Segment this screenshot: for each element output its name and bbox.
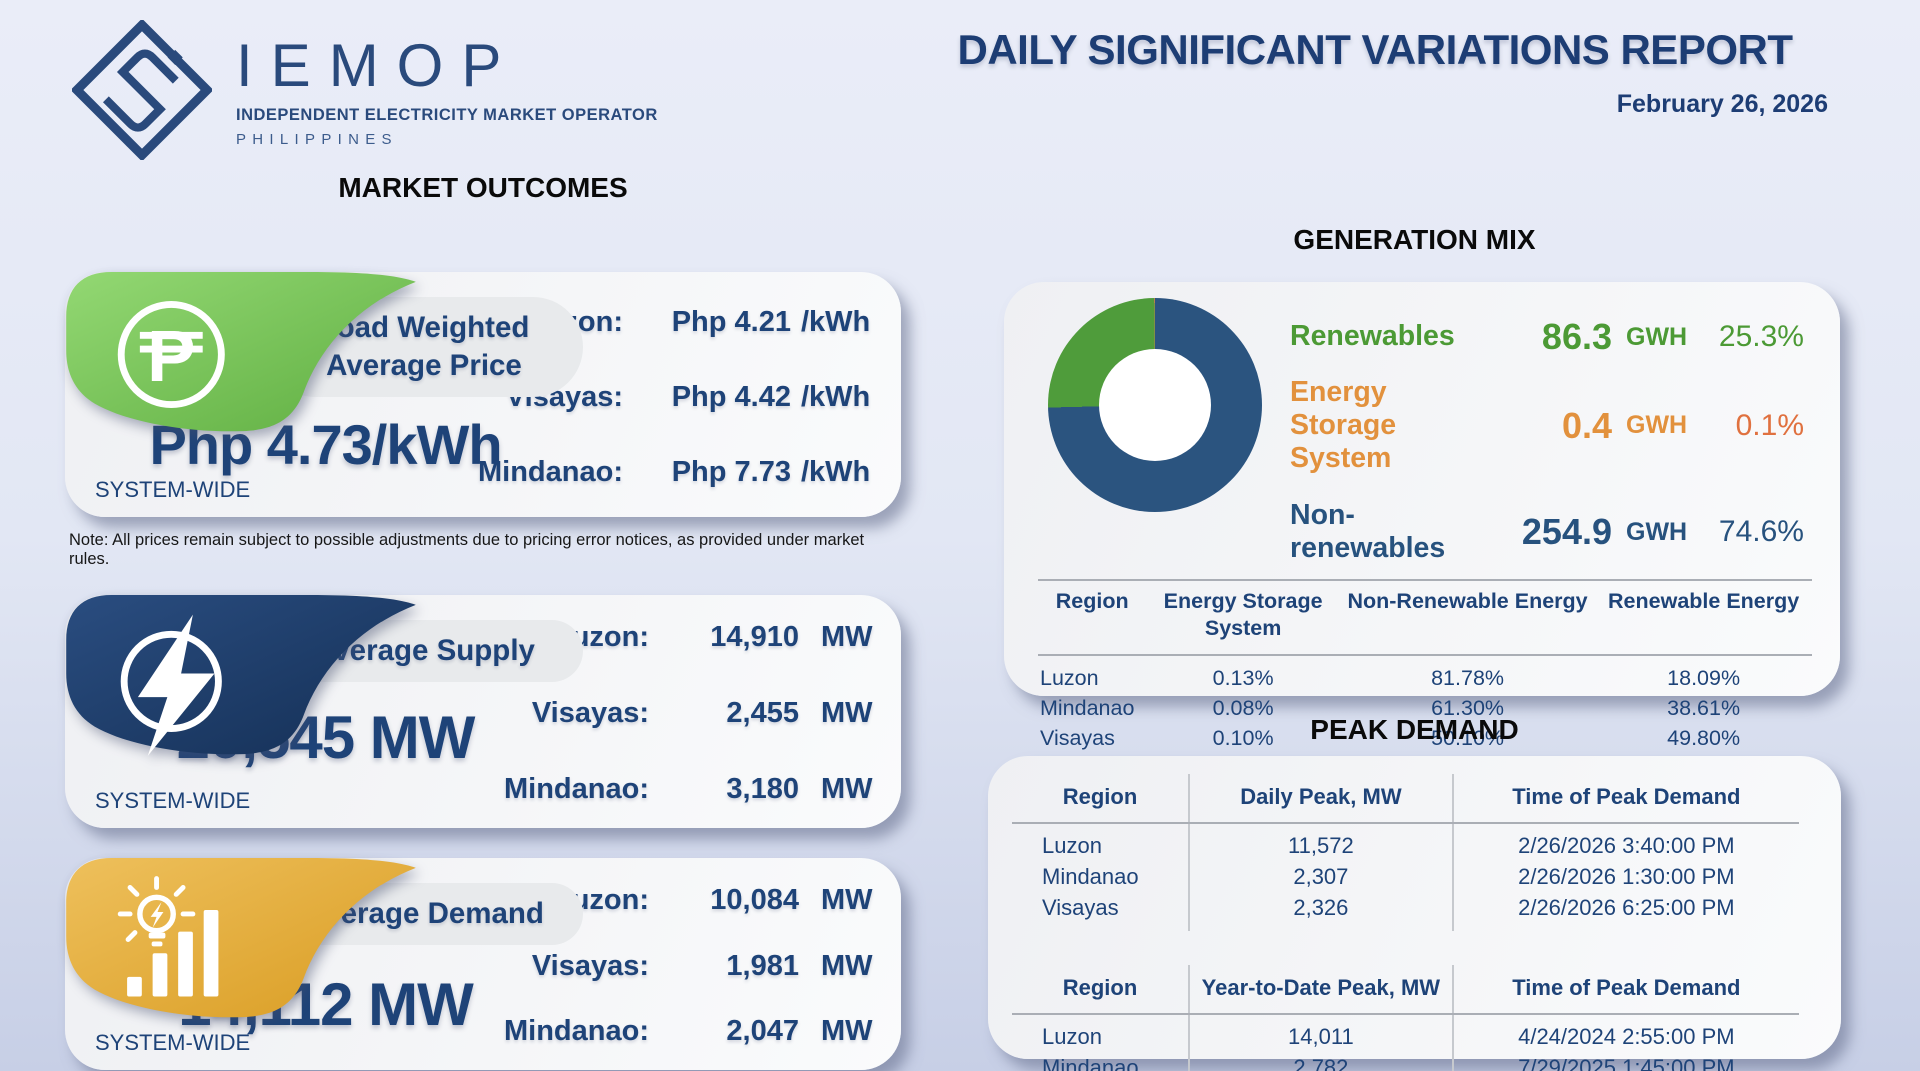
svg-text:P: P — [147, 316, 195, 397]
pricing-note: Note: All prices remain subject to possi… — [69, 531, 865, 568]
donut-hole — [1099, 349, 1211, 461]
generation-legend: Renewables 86.3 GWH 25.3% Energy Storage… — [1262, 282, 1840, 565]
brand-name: IEMOP — [236, 32, 520, 99]
average-supply-card: Average Supply 20,545 MW SYSTEM-WIDE Luz… — [65, 595, 901, 828]
region-row-mindanao: Mindanao: 2,047 MW — [504, 1015, 873, 1047]
market-outcomes-section: MARKET OUTCOMES Load Weighted Average Pr… — [65, 172, 901, 1070]
peak-demand-heading: PEAK DEMAND — [1310, 714, 1519, 745]
generation-mix-table: Region Energy Storage System Non-Renewab… — [1038, 579, 1812, 762]
demand-bulb-bars-icon — [66, 858, 416, 1018]
report-title: DAILY SIGNIFICANT VARIATIONS REPORT — [957, 26, 1793, 73]
scope-label: SYSTEM-WIDE — [95, 1030, 251, 1055]
iemop-logo-icon — [72, 20, 212, 160]
scope-label: SYSTEM-WIDE — [95, 477, 251, 502]
card-label: Load Weighted Average Price — [318, 311, 530, 382]
report-date: February 26, 2026 — [1616, 90, 1828, 118]
legend-row-non-renewables: Non-renewables 254.9 GWH 74.6% — [1290, 499, 1804, 565]
brand-text: IEMOP INDEPENDENT ELECTRICITY MARKET OPE… — [236, 20, 658, 160]
gen-table-row-visayas: Visayas 0.10% 50.10% 49.80% — [1038, 723, 1812, 762]
peso-coin-icon: P — [66, 272, 416, 432]
region-row-visayas: Visayas: 1,981 MW — [531, 949, 873, 982]
average-demand-card: Average Demand — [65, 858, 901, 1070]
generation-mix-heading: GENERATION MIX — [1293, 224, 1536, 255]
daily-peak-header-row: Region Daily Peak, MW Time of Peak Deman… — [1012, 774, 1799, 824]
region-supply: Luzon: 14,910 MW Visayas: 2,455 MW Minda… — [504, 621, 887, 806]
daily-peak-row-mindanao: Mindanao 2,307 2/26/2026 1:30:00 PM — [1012, 861, 1799, 893]
daily-peak-row-luzon: Luzon 11,572 2/26/2026 3:40:00 PM — [1012, 823, 1799, 862]
region-row-visayas: Visayas: 2,455 MW — [531, 697, 873, 729]
daily-peak-row-visayas: Visayas 2,326 2/26/2026 6:25:00 PM — [1012, 892, 1799, 931]
generation-mix-top: Renewables 86.3 GWH 25.3% Energy Storage… — [1004, 282, 1840, 565]
donut-chart — [1048, 298, 1262, 512]
gen-table-row-mindanao: Mindanao 0.08% 61.30% 38.61% — [1040, 695, 1741, 720]
brand-header: IEMOP INDEPENDENT ELECTRICITY MARKET OPE… — [72, 20, 658, 160]
scope-label: SYSTEM-WIDE — [95, 788, 251, 813]
daily-peak-table: Region Daily Peak, MW Time of Peak Deman… — [1012, 774, 1799, 931]
gen-table-header-row: Region Energy Storage System Non-Renewab… — [1038, 579, 1812, 656]
legend-row-energy-storage: Energy Storage System 0.4 GWH 0.1% — [1290, 376, 1804, 475]
ytd-peak-row-luzon: Luzon 14,011 4/24/2024 2:55:00 PM — [1012, 1014, 1799, 1053]
peak-demand-card: Region Daily Peak, MW Time of Peak Deman… — [988, 756, 1841, 1071]
market-outcomes-heading: MARKET OUTCOMES — [338, 172, 628, 203]
gen-table-row-luzon: Luzon 0.13% 81.78% 18.09% — [1040, 665, 1741, 690]
right-column: GENERATION MIX Renewables 86.3 GWH 25.3%… — [988, 172, 1841, 1071]
region-demand: Luzon: 10,084 MW Visayas: 1,981 MW Minda… — [504, 884, 887, 1048]
title-block: DAILY SIGNIFICANT VARIATIONS REPORT Febr… — [870, 26, 1880, 119]
region-prices: Luzon: Php 4.21 /kWh Visayas: Php 4.42 /… — [478, 306, 887, 489]
ytd-peak-table: Region Year-to-Date Peak, MW Time of Pea… — [1012, 965, 1799, 1071]
generation-mix-card: Renewables 86.3 GWH 25.3% Energy Storage… — [1004, 282, 1840, 762]
ytd-peak-row-mindanao: Mindanao 2,782 7/29/2025 1:45:00 PM — [1012, 1052, 1799, 1071]
region-row-mindanao: Mindanao: 3,180 MW — [504, 773, 873, 805]
brand-subtitle: INDEPENDENT ELECTRICITY MARKET OPERATOR — [236, 106, 658, 124]
lightning-bolt-icon — [66, 595, 416, 757]
legend-row-renewables: Renewables 86.3 GWH 25.3% — [1290, 316, 1804, 357]
ytd-peak-header-row: Region Year-to-Date Peak, MW Time of Pea… — [1012, 965, 1799, 1015]
load-weighted-average-price-card: Load Weighted Average Price P Php 4.73/k… — [65, 272, 901, 517]
brand-country: PHILIPPINES — [236, 131, 398, 148]
region-row-mindanao: Mindanao: Php 7.73 /kWh — [478, 456, 871, 488]
